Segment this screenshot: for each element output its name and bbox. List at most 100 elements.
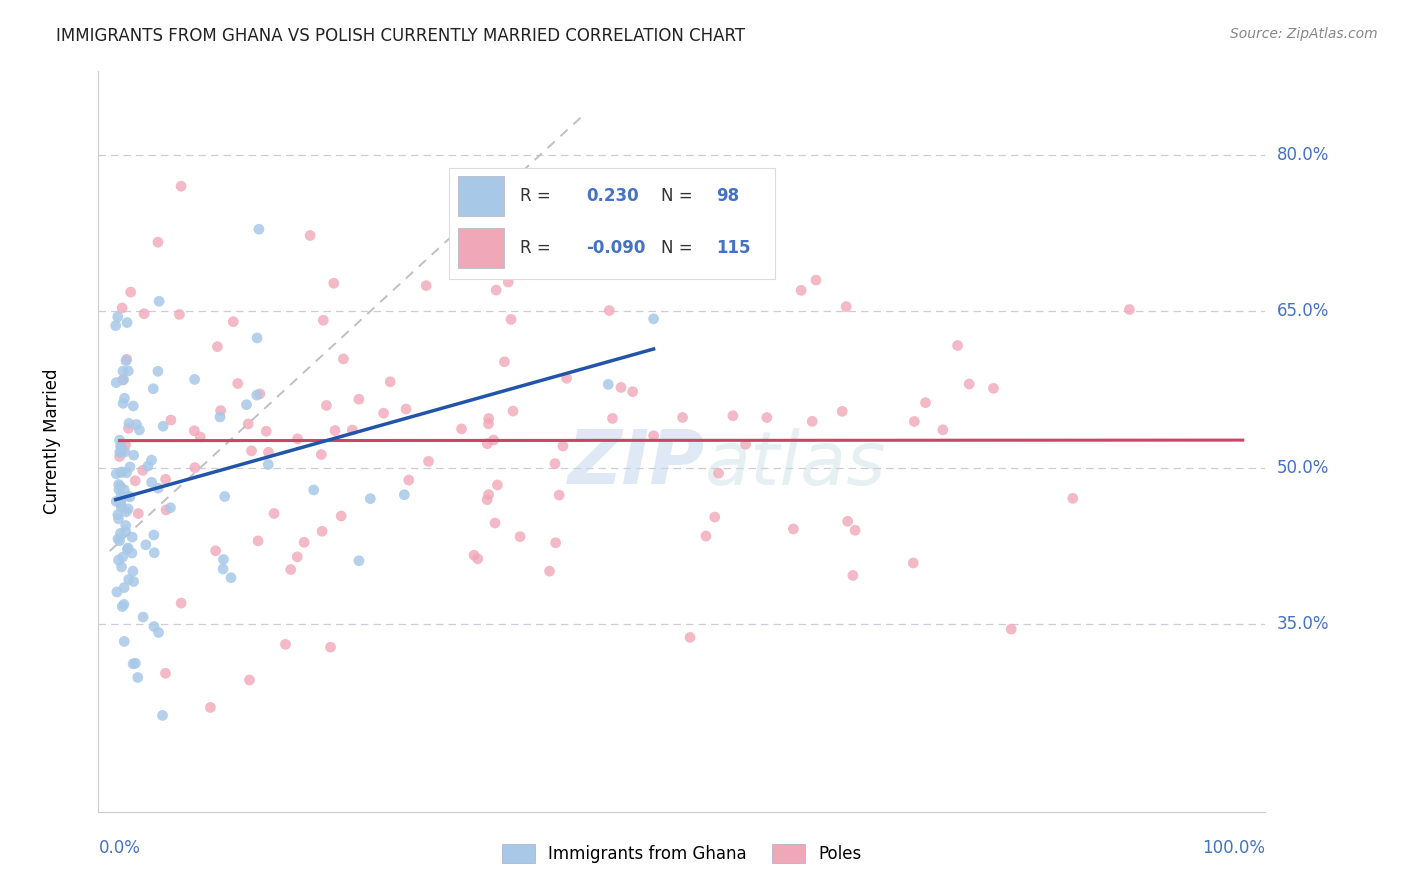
Point — [380, 375, 402, 389]
Point — [643, 311, 665, 326]
Point — [804, 273, 827, 287]
Point — [254, 424, 277, 438]
Point — [155, 503, 177, 517]
Point — [509, 223, 531, 237]
Point — [398, 473, 420, 487]
Point — [721, 409, 744, 423]
Text: ZIP: ZIP — [568, 427, 706, 500]
Point — [111, 550, 134, 565]
Point — [394, 488, 416, 502]
Point — [450, 254, 472, 268]
Point — [111, 599, 134, 614]
Point — [122, 448, 145, 462]
Text: atlas: atlas — [706, 428, 887, 500]
Point — [249, 387, 271, 401]
Point — [110, 500, 132, 515]
Point — [141, 475, 163, 490]
Point — [112, 373, 135, 387]
Point — [107, 553, 129, 567]
Point — [1118, 302, 1140, 317]
Point — [155, 666, 177, 681]
Point — [214, 490, 236, 504]
Point — [110, 498, 132, 512]
Point — [115, 352, 138, 367]
Point — [114, 524, 136, 539]
Point — [112, 634, 135, 648]
Point — [121, 546, 143, 560]
Point — [602, 411, 624, 425]
Point — [148, 294, 170, 309]
Point — [117, 542, 139, 557]
Point — [450, 422, 472, 436]
Point — [478, 487, 501, 501]
Point — [148, 625, 170, 640]
Point — [395, 402, 418, 417]
Point — [219, 571, 242, 585]
Point — [112, 396, 135, 410]
Point — [463, 548, 485, 562]
Point — [108, 483, 131, 497]
Point — [111, 373, 134, 387]
Point — [152, 419, 174, 434]
Point — [124, 657, 146, 671]
Point — [132, 463, 155, 477]
Point — [280, 562, 302, 576]
Point — [679, 631, 702, 645]
Point — [485, 283, 508, 297]
Point — [415, 278, 437, 293]
Point — [118, 490, 141, 504]
Point — [207, 340, 229, 354]
Point — [115, 466, 138, 480]
Point — [111, 364, 134, 378]
Point — [359, 491, 381, 506]
Point — [122, 564, 145, 578]
Point — [135, 538, 157, 552]
Point — [330, 508, 353, 523]
Text: 50.0%: 50.0% — [1277, 458, 1329, 476]
Text: IMMIGRANTS FROM GHANA VS POLISH CURRENTLY MARRIED CORRELATION CHART: IMMIGRANTS FROM GHANA VS POLISH CURRENTL… — [56, 27, 745, 45]
Point — [146, 364, 169, 378]
Point — [117, 421, 139, 435]
Point — [122, 657, 145, 671]
Point — [115, 505, 138, 519]
Point — [222, 315, 245, 329]
Point — [957, 377, 980, 392]
Point — [235, 398, 257, 412]
Point — [110, 493, 132, 508]
Point — [117, 364, 139, 378]
Point — [110, 439, 132, 453]
Point — [1000, 622, 1022, 636]
Point — [247, 222, 270, 236]
Point — [124, 474, 146, 488]
Point — [287, 432, 309, 446]
Point — [598, 377, 620, 392]
Point — [903, 556, 925, 570]
Point — [342, 423, 364, 437]
Point — [790, 283, 813, 297]
Point — [132, 307, 155, 321]
Point — [114, 391, 136, 405]
Point — [146, 481, 169, 495]
Point — [842, 568, 865, 582]
Point — [467, 551, 489, 566]
Point — [671, 410, 693, 425]
Point — [122, 574, 145, 589]
Point — [475, 492, 498, 507]
Point — [801, 414, 824, 428]
Point — [136, 459, 159, 474]
Point — [108, 433, 131, 447]
Point — [132, 610, 155, 624]
Point — [418, 454, 440, 468]
Point — [107, 508, 129, 522]
Point — [835, 300, 858, 314]
Text: 35.0%: 35.0% — [1277, 615, 1329, 633]
Point — [143, 619, 166, 633]
Point — [114, 445, 136, 459]
Point — [209, 403, 232, 417]
Point — [831, 404, 853, 418]
Point — [122, 399, 145, 413]
Point — [499, 312, 522, 326]
Point — [143, 546, 166, 560]
Point — [160, 413, 183, 427]
Point — [240, 443, 263, 458]
